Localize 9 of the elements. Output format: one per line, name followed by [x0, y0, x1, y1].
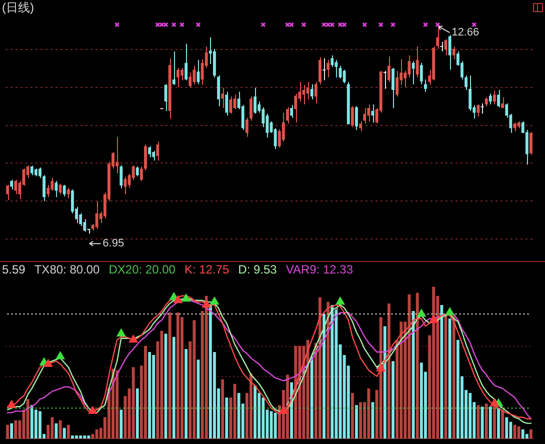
text: VAR9: 12.33	[286, 262, 354, 276]
text: D: 9.53	[238, 262, 278, 276]
series-label: K: 12.75	[184, 262, 230, 276]
text: DX20: 20.00	[108, 262, 176, 276]
text: TX80: 80.00	[34, 262, 100, 276]
chart-title: (日线)	[2, 0, 34, 14]
annotation: 12.66	[452, 26, 480, 39]
text: 6.95	[102, 238, 124, 250]
text: 5.59	[2, 262, 26, 276]
